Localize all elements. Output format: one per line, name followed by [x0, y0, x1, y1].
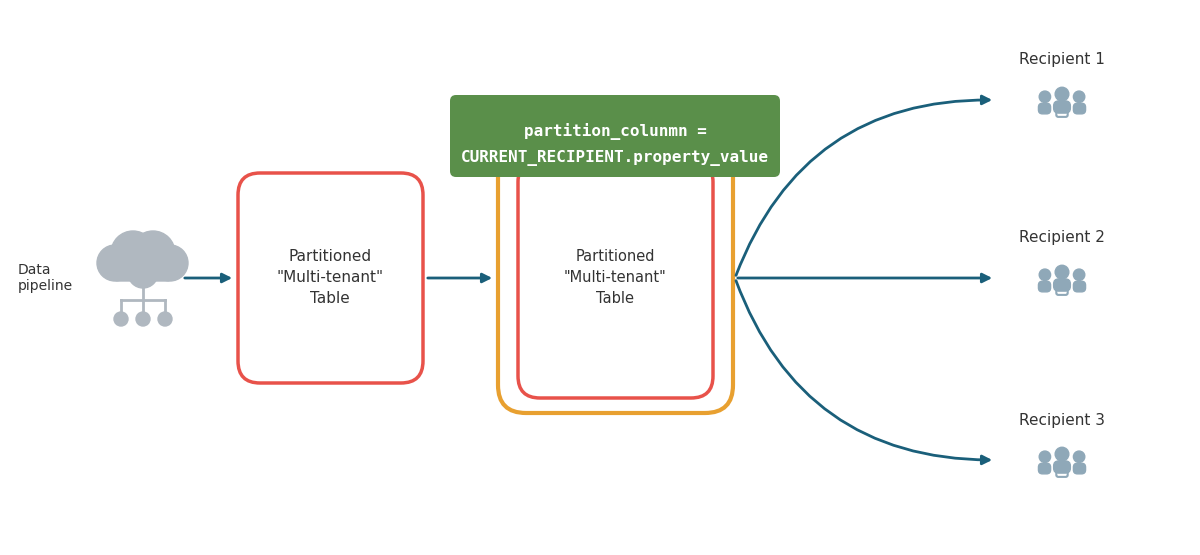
FancyBboxPatch shape	[1038, 463, 1051, 474]
Text: Share: Share	[595, 126, 635, 140]
Text: CURRENT_RECIPIENT.property_value: CURRENT_RECIPIENT.property_value	[461, 150, 769, 166]
Circle shape	[1039, 269, 1051, 280]
Circle shape	[1073, 451, 1085, 462]
FancyBboxPatch shape	[498, 143, 733, 413]
Text: Data
pipeline: Data pipeline	[18, 263, 73, 293]
Circle shape	[1055, 87, 1069, 101]
Circle shape	[97, 245, 133, 281]
Circle shape	[136, 312, 150, 326]
Circle shape	[152, 245, 188, 281]
Circle shape	[131, 231, 175, 275]
Text: partition_colunmn =: partition_colunmn =	[523, 123, 707, 139]
FancyBboxPatch shape	[1054, 461, 1070, 473]
Circle shape	[110, 231, 155, 275]
FancyBboxPatch shape	[1054, 101, 1070, 113]
Circle shape	[1055, 265, 1069, 279]
FancyBboxPatch shape	[1074, 463, 1086, 474]
FancyBboxPatch shape	[518, 160, 713, 398]
FancyBboxPatch shape	[1038, 103, 1051, 114]
FancyBboxPatch shape	[1054, 279, 1070, 291]
Circle shape	[128, 258, 158, 288]
Circle shape	[1039, 451, 1051, 462]
Text: Recipient 2: Recipient 2	[1019, 230, 1105, 245]
Circle shape	[158, 312, 172, 326]
FancyBboxPatch shape	[1074, 281, 1086, 292]
Text: Recipient 3: Recipient 3	[1019, 412, 1105, 427]
FancyBboxPatch shape	[113, 259, 172, 281]
Text: Recipient 1: Recipient 1	[1019, 53, 1105, 68]
Text: Partitioned
"Multi-tenant"
Table: Partitioned "Multi-tenant" Table	[564, 250, 666, 306]
Circle shape	[1055, 447, 1069, 461]
Circle shape	[1039, 91, 1051, 103]
Circle shape	[114, 312, 128, 326]
Circle shape	[1073, 91, 1085, 103]
FancyBboxPatch shape	[450, 95, 780, 177]
Text: Partitioned
"Multi-tenant"
Table: Partitioned "Multi-tenant" Table	[276, 250, 384, 306]
FancyBboxPatch shape	[238, 173, 424, 383]
FancyBboxPatch shape	[1038, 281, 1051, 292]
FancyBboxPatch shape	[1074, 103, 1086, 114]
Circle shape	[1073, 269, 1085, 280]
